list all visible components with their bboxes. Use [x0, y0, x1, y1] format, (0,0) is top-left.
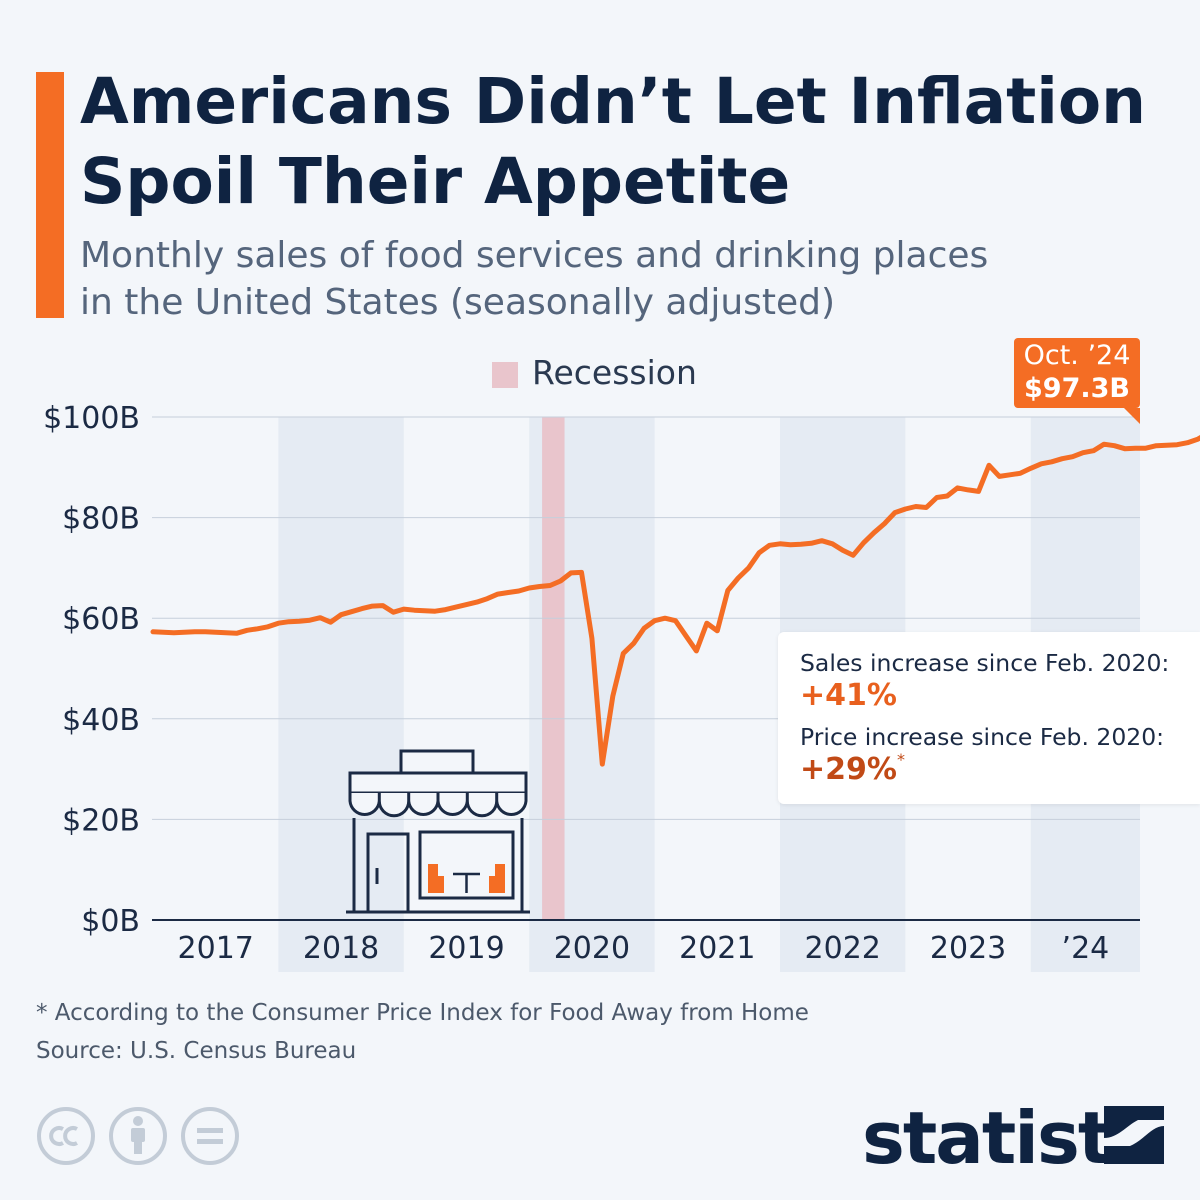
- title-line-2: Spoil Their Appetite: [80, 145, 791, 218]
- y-axis-labels: $0B $20B $40B $60B $80B $100B: [43, 401, 140, 939]
- x-tick-label-2017: 2017: [178, 931, 254, 966]
- grid-lines: [152, 416, 1140, 921]
- statista-logo-icon[interactable]: [1104, 1106, 1164, 1164]
- sales-series-line: [150, 435, 1200, 767]
- page-title: Americans Didn’t Let Inflation Spoil The…: [80, 62, 1180, 222]
- subtitle-line-1: Monthly sales of food services and drink…: [80, 235, 989, 276]
- latest-value-callout: Oct. ’24 $97.3B: [1014, 338, 1140, 424]
- callout-value: $97.3B: [1024, 373, 1130, 404]
- price-increase-value: +29%: [800, 752, 897, 787]
- cc-license-icon[interactable]: [36, 1106, 96, 1166]
- recession-legend-swatch: [492, 362, 518, 388]
- subtitle-line-2: in the United States (seasonally adjuste…: [80, 282, 836, 323]
- title-line-1: Americans Didn’t Let Inflation: [80, 65, 1147, 138]
- source-note: Source: U.S. Census Bureau: [36, 1038, 357, 1064]
- x-tick-label-2020: 2020: [554, 931, 630, 966]
- callout-pointer: [1124, 408, 1140, 424]
- x-axis-labels: 2017 2018 2019 2020 2021 2022 2023 ’24: [178, 931, 1110, 966]
- recession-band: [542, 417, 565, 920]
- x-tick-label-2023: 2023: [930, 931, 1006, 966]
- x-tick-label-2021: 2021: [679, 931, 755, 966]
- chart-subtitle: Monthly sales of food services and drink…: [80, 232, 1080, 326]
- attribution-icon[interactable]: [108, 1106, 168, 1166]
- year-band-2018: [278, 417, 404, 972]
- series-line-layer: [150, 435, 1200, 767]
- footnote: * According to the Consumer Price Index …: [36, 1000, 809, 1026]
- price-footnote-marker: *: [896, 750, 905, 769]
- no-derivatives-icon[interactable]: [180, 1106, 240, 1166]
- restaurant-storefront-icon: [346, 749, 530, 914]
- callout-date: Oct. ’24: [1023, 340, 1131, 371]
- accent-bar: [36, 72, 64, 318]
- increase-stats-box: Sales increase since Feb. 2020: +41% Pri…: [778, 632, 1200, 804]
- sales-increase-value: +41%: [800, 678, 897, 713]
- x-tick-label-2024: ’24: [1062, 931, 1110, 966]
- y-tick-label: $40B: [62, 703, 140, 738]
- y-tick-label: $20B: [62, 803, 140, 838]
- x-tick-label-2019: 2019: [428, 931, 504, 966]
- recession-layer: [542, 417, 565, 920]
- x-tick-label-2022: 2022: [805, 931, 881, 966]
- x-tick-label-2018: 2018: [303, 931, 379, 966]
- recession-legend-label: Recession: [532, 353, 697, 392]
- y-tick-label: $0B: [81, 904, 140, 939]
- price-increase-value-wrap: +29%*: [800, 750, 905, 787]
- y-tick-label: $60B: [62, 602, 140, 637]
- y-tick-label: $100B: [43, 401, 140, 436]
- sales-increase-label: Sales increase since Feb. 2020:: [800, 649, 1170, 677]
- sales-line-chart: $0B $20B $40B $60B $80B $100B 2017 2018 2019 202…: [43, 401, 1200, 972]
- price-increase-label: Price increase since Feb. 2020:: [800, 723, 1165, 751]
- y-tick-label: $80B: [62, 502, 140, 537]
